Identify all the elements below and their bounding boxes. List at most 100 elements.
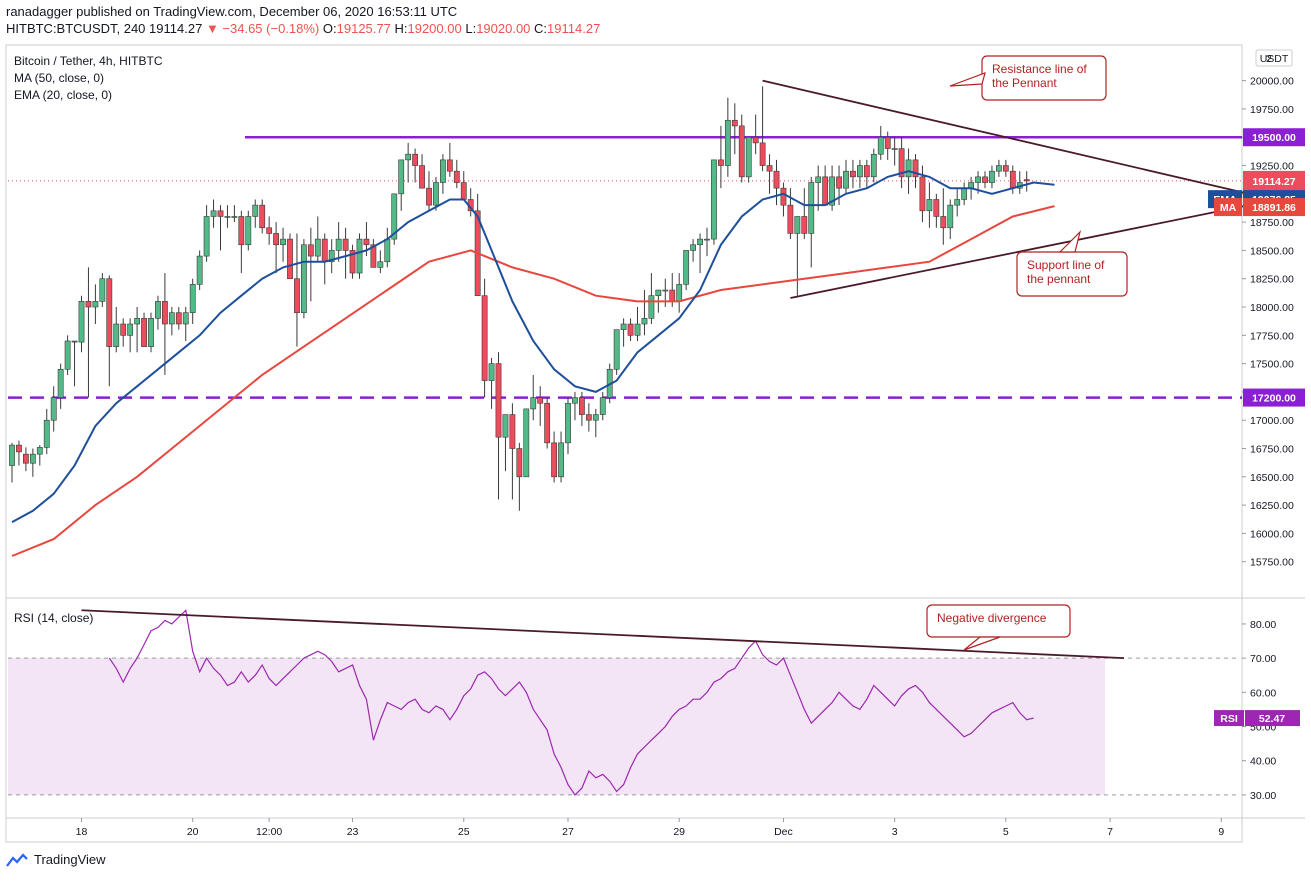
- candle-up: [29, 453, 36, 464]
- candle-up: [314, 238, 321, 257]
- last-price: 19114.27: [149, 21, 203, 36]
- candle-up: [391, 193, 398, 240]
- ma-tag-prefix-label: MA: [1220, 202, 1237, 214]
- candle-up: [815, 176, 822, 183]
- candle-down: [669, 289, 676, 302]
- candle-down: [884, 136, 891, 149]
- candle-up: [530, 397, 537, 410]
- candle-down: [446, 159, 453, 172]
- time-axis: 18 20 12:00 23 25 27 29 Dec 3 5 7 9: [76, 818, 1224, 838]
- divergence-line: [81, 609, 1125, 660]
- footer: TradingView: [6, 852, 106, 867]
- ema20-line: [11, 170, 1055, 523]
- candle-up: [328, 250, 335, 263]
- price-tick-label: 15750.00: [1250, 557, 1294, 569]
- candle-down: [940, 216, 947, 229]
- rsi-line: [108, 609, 1034, 796]
- candle-up: [433, 182, 439, 206]
- candle-down: [738, 125, 745, 178]
- candle-up: [488, 363, 495, 381]
- candle-up: [127, 323, 134, 336]
- candle-up: [36, 447, 43, 455]
- candle-down: [863, 165, 870, 178]
- axis-top-label: 2: [1266, 53, 1272, 65]
- last-price-tag-label: 19114.27: [1252, 176, 1295, 188]
- ma50-line: [11, 205, 1055, 557]
- chart-header: ranadagger published on TradingView.com,…: [6, 3, 600, 37]
- rsi-tick-label: 80.00: [1250, 619, 1276, 631]
- rsi-plot: RSI 52.47: [81, 609, 1300, 796]
- high-value: 19200.00: [407, 21, 462, 36]
- trendlines: [762, 79, 1250, 299]
- candle-up: [405, 153, 412, 161]
- candle-down: [287, 238, 293, 280]
- candle-up: [954, 199, 961, 206]
- candle-up: [439, 159, 446, 183]
- candle-down: [551, 442, 557, 478]
- candle-up: [231, 216, 238, 218]
- candle-up: [92, 301, 99, 308]
- candle-up: [155, 301, 161, 319]
- candles: [9, 86, 1030, 511]
- candle-down: [419, 165, 425, 189]
- candle-up: [148, 318, 154, 347]
- candle-up: [356, 238, 363, 274]
- candle-down: [544, 402, 551, 444]
- candle-up: [113, 323, 120, 347]
- currency-badge[interactable]: [1255, 49, 1293, 67]
- candle-down: [266, 227, 273, 234]
- price-tick-label: 18500.00: [1250, 245, 1294, 257]
- candle-up: [57, 368, 64, 398]
- candle-down: [731, 119, 738, 127]
- candle-down: [780, 187, 787, 206]
- symbol: HITBTC:BTCUSDT, 240: [6, 21, 146, 36]
- candle-up: [947, 204, 954, 229]
- candle-up: [808, 182, 815, 234]
- resistance-level-tag: [1243, 128, 1305, 147]
- candle-up: [856, 165, 863, 178]
- candle-down: [22, 453, 29, 464]
- candle-up: [641, 318, 648, 325]
- candle-up: [398, 159, 405, 195]
- candle-down: [509, 414, 516, 449]
- rsi-overbought-band: [8, 658, 1105, 795]
- price-tick-label: 17750.00: [1250, 330, 1294, 342]
- candle-down: [516, 448, 523, 478]
- candle-up: [300, 244, 307, 313]
- candle-down: [162, 301, 168, 325]
- candle-down: [801, 216, 808, 234]
- price-tick-label: 20000.00: [1250, 76, 1294, 88]
- rsi-tick-label: 30.00: [1250, 790, 1276, 802]
- candle-down: [460, 182, 467, 200]
- price-tick-label: 18000.00: [1250, 302, 1294, 314]
- candle-up: [877, 136, 884, 155]
- candle-down: [919, 176, 926, 212]
- close-value: 19114.27: [547, 21, 601, 36]
- candle-up: [134, 318, 140, 325]
- candle-down: [627, 323, 634, 336]
- candle-down: [495, 363, 502, 438]
- candle-up: [794, 216, 801, 234]
- candle-up: [926, 199, 933, 212]
- candle-down: [1009, 170, 1016, 189]
- candle-up: [995, 165, 1002, 172]
- candle-up: [572, 397, 578, 404]
- candle-down: [307, 244, 314, 257]
- candle-down: [342, 238, 349, 251]
- candle-up: [592, 414, 599, 421]
- candle-up: [620, 323, 627, 330]
- candle-down: [836, 176, 842, 189]
- candle-up: [683, 250, 690, 285]
- legend-ma: MA (50, close, 0): [14, 71, 104, 85]
- candle-up: [843, 170, 849, 189]
- support-callout-text: the pennant: [1027, 272, 1091, 286]
- candle-down: [106, 278, 113, 347]
- candle-down: [273, 233, 279, 246]
- rsi-tag: [1245, 710, 1300, 727]
- candle-up: [975, 176, 981, 183]
- candle-down: [787, 204, 794, 234]
- candle-down: [120, 323, 127, 336]
- candle-up: [182, 312, 189, 325]
- candle-up: [711, 159, 717, 240]
